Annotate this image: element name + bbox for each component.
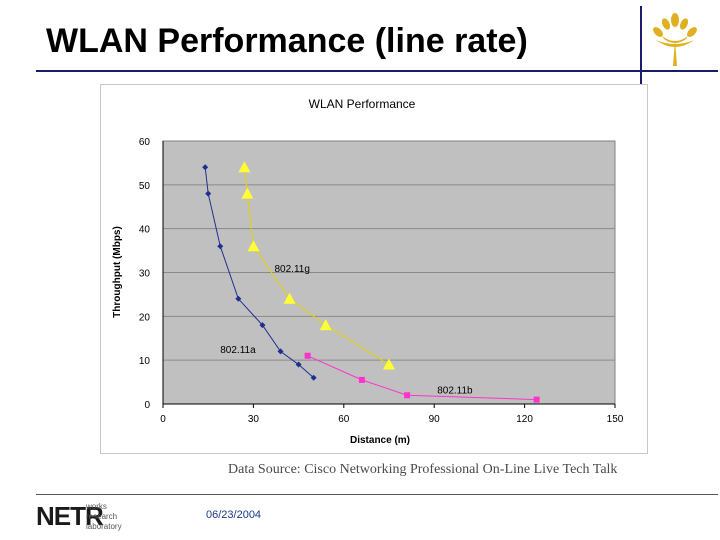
y-tick-label: 50	[139, 181, 151, 192]
netr-logo-word: NETR	[36, 501, 104, 531]
data-point-80211b	[358, 376, 365, 383]
slide-title: WLAN Performance (line rate)	[46, 22, 528, 60]
header-vertical-divider	[640, 6, 642, 96]
data-point-80211b	[304, 352, 311, 359]
data-point-80211a	[205, 190, 212, 197]
data-point-80211g	[283, 292, 296, 304]
title-divider	[36, 70, 718, 72]
netr-logo-line-3: laboratory	[86, 522, 122, 531]
data-point-80211a	[277, 348, 284, 355]
footer-divider	[36, 494, 718, 495]
y-tick-label: 40	[139, 225, 151, 236]
x-tick-label: 60	[338, 414, 350, 425]
data-point-80211g	[247, 240, 260, 252]
presentation-date: 06/23/2004	[206, 509, 262, 521]
y-axis-label: Throughput (Mbps)	[112, 226, 123, 318]
data-point-80211a	[235, 295, 242, 302]
data-point-80211a	[310, 374, 317, 381]
x-axis-label: Distance (m)	[350, 435, 410, 446]
data-source-caption: Data Source: Cisco Networking Profession…	[228, 462, 618, 477]
series-annotation: 802.11b	[437, 386, 473, 397]
series-annotation: 802.11a	[220, 345, 256, 356]
data-point-80211a	[295, 361, 302, 368]
series-line-80211a	[204, 167, 314, 379]
x-tick-label: 120	[516, 414, 533, 425]
data-point-80211a	[202, 164, 209, 171]
netr-logo-line-2: research	[86, 512, 118, 521]
chart-title: WLAN Performance	[309, 97, 416, 111]
netr-lab-logo: NETR works research laboratory	[36, 500, 156, 534]
data-point-80211g	[241, 187, 254, 199]
netr-logo-line-1: works	[86, 502, 107, 511]
data-point-80211b	[404, 392, 411, 399]
x-tick-label: 30	[248, 414, 260, 425]
university-emblem-icon	[653, 13, 697, 66]
y-tick-label: 0	[144, 400, 150, 411]
chart: WLAN Performance 0 10 20 30 40 50 60 0 30 60 90 120…	[112, 97, 624, 446]
data-point-80211b	[533, 396, 540, 403]
x-tick-label: 90	[429, 414, 441, 425]
y-tick-label: 10	[139, 356, 151, 367]
data-point-80211g	[319, 319, 332, 331]
y-tick-label: 20	[139, 312, 151, 323]
data-point-80211g	[238, 161, 251, 173]
series-line-80211b	[307, 355, 537, 401]
data-point-80211a	[259, 322, 266, 329]
y-tick-label: 60	[139, 137, 151, 148]
x-tick-label: 0	[160, 414, 166, 425]
x-tick-label: 150	[607, 414, 624, 425]
data-point-80211a	[217, 243, 224, 250]
data-point-80211g	[383, 358, 395, 370]
series-annotation: 802.11g	[274, 264, 309, 275]
y-tick-label: 30	[139, 269, 151, 280]
